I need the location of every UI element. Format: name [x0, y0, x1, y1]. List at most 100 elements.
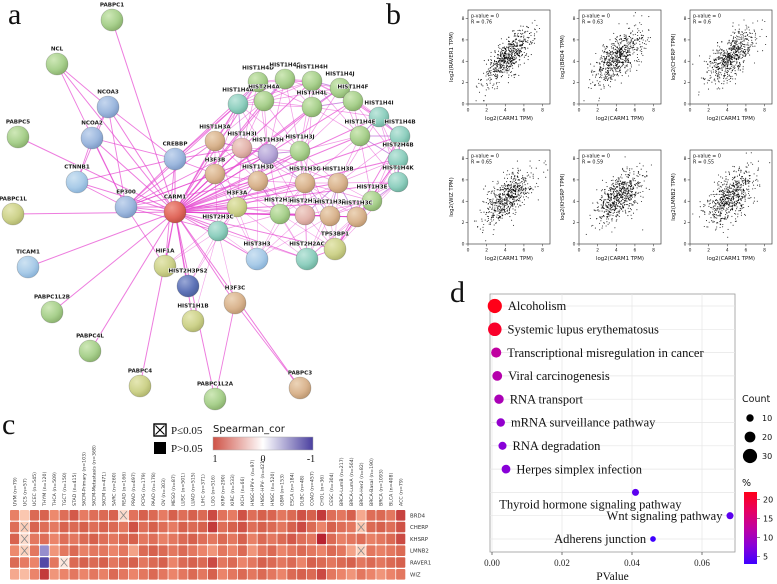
- network-node-PABPC3: [288, 376, 312, 400]
- svg-text:6: 6: [462, 38, 465, 44]
- network-node-HIST1H3B: [327, 172, 349, 194]
- node-label-H3F3C: H3F3C: [225, 286, 245, 292]
- heatmap-col-label: BRCA-Her2 (n=82): [359, 462, 365, 506]
- heatmap-col-label: PCPG (n=179): [141, 472, 147, 506]
- svg-text:2: 2: [462, 220, 465, 226]
- network-node-HIST1H3E: [361, 190, 383, 212]
- network-node-HIST1H4A: [227, 93, 249, 115]
- svg-text:p-value = 0: p-value = 0: [471, 14, 499, 20]
- heatmap-row-label: CHERP: [410, 525, 429, 531]
- pathway-label: RNA degradation: [513, 439, 602, 453]
- pathway-dot: [492, 371, 503, 381]
- svg-text:log2(CARM1 TPM): log2(CARM1 TPM): [707, 256, 755, 262]
- svg-text:log2(CARM1 TPM): log2(CARM1 TPM): [596, 256, 644, 262]
- scatter-BRD4: 0 2 4 6 8 0 2 4 6 8 p-value = 0R = 0.63 log2(CARM1 …: [560, 9, 662, 122]
- svg-text:4: 4: [504, 108, 507, 114]
- pathway-label: Transcriptional misregulation in cancer: [507, 346, 704, 360]
- heatmap-col-label: LUSC (n=501): [181, 473, 187, 506]
- node-label-CREBBP: CREBBP: [163, 142, 188, 148]
- svg-text:6: 6: [523, 248, 526, 254]
- scatter-RAVER1: 0 2 4 6 8 0 2 4 6 8 p-value = 0R = 0.76 log2(CARM1 …: [449, 9, 551, 122]
- svg-text:p-value = 0: p-value = 0: [693, 154, 721, 160]
- svg-text:log2(KHSRP TPM): log2(KHSRP TPM): [560, 174, 566, 221]
- heatmap-col-label: LIHC (n=371): [201, 474, 207, 506]
- network-node-HIST1H3F: [319, 205, 341, 227]
- network-node-HIST1H3J: [289, 140, 311, 162]
- network-node-TP53BP1: [323, 237, 347, 261]
- ppi-network-panel: PABPC1 NCL NCOA3 NCOA2 PABPC5 CTNNB1 CREBBP EP3…: [0, 0, 445, 412]
- svg-text:0: 0: [462, 102, 465, 108]
- svg-text:2: 2: [485, 248, 488, 254]
- svg-text:PValue: PValue: [596, 571, 629, 583]
- heatmap-col-label: LUAD (n=515): [191, 472, 197, 506]
- panel-c-label: c: [2, 408, 16, 441]
- node-label-HIST2H4B: HIST2H4B: [382, 143, 413, 149]
- network-node-PABPC1L2A: [203, 387, 227, 411]
- svg-text:R = 0.6: R = 0.6: [693, 20, 711, 26]
- network-node-HIST2H3C: [207, 220, 229, 242]
- svg-text:8: 8: [462, 156, 465, 162]
- node-label-HIST1H3G: HIST1H3G: [289, 167, 321, 173]
- svg-text:P>0.05: P>0.05: [171, 443, 203, 455]
- svg-text:log2(CARM1 TPM): log2(CARM1 TPM): [596, 116, 644, 122]
- network-node-HIST2H2AC: [295, 247, 319, 271]
- pathway-dot: [650, 536, 656, 542]
- svg-text:Spearman_cor: Spearman_cor: [213, 424, 286, 435]
- network-node-PABPC4: [128, 374, 152, 398]
- network-node-EP300: [114, 195, 138, 219]
- network-node-HIST1H4L: [301, 96, 323, 118]
- svg-text:2: 2: [462, 80, 465, 86]
- svg-text:2: 2: [684, 80, 687, 86]
- network-node-PABPC5: [6, 125, 30, 149]
- svg-text:p-value = 0: p-value = 0: [471, 154, 499, 160]
- node-label-PABPC3: PABPC3: [288, 371, 312, 377]
- svg-text:0: 0: [462, 242, 465, 248]
- heatmap-col-label: BRCA-LumA (n=564): [349, 457, 355, 506]
- node-label-HIST1H4J: HIST1H4J: [325, 72, 354, 78]
- svg-text:6: 6: [523, 108, 526, 114]
- network-node-HIST2H3A: [294, 204, 316, 226]
- svg-text:2: 2: [573, 80, 576, 86]
- pathway-label: Thyroid hormone signaling pathway: [499, 497, 682, 511]
- svg-text:8: 8: [652, 108, 655, 114]
- pathway-dot: [491, 347, 502, 358]
- node-label-HIST1H3J: HIST1H3J: [285, 135, 314, 141]
- node-label-TICAM1: TICAM1: [16, 250, 40, 256]
- svg-text:4: 4: [573, 59, 576, 65]
- heatmap-col-label: CESC (n=304): [329, 472, 335, 506]
- pathway-label: Wnt signaling pathway: [607, 509, 724, 523]
- svg-text:0: 0: [573, 242, 576, 248]
- heatmap-col-label: UCS (n=57): [22, 478, 28, 506]
- svg-text:-1: -1: [307, 454, 315, 465]
- node-label-HIST1H1B: HIST1H1B: [177, 304, 208, 310]
- network-node-HIST1H4J: [329, 77, 351, 99]
- heatmap-col-label: HNSC-HPV+ (n=97): [250, 459, 256, 506]
- network-node-HIST1H3G: [294, 172, 316, 194]
- svg-text:4: 4: [684, 199, 687, 205]
- network-node-HIST2H4B: [387, 148, 409, 170]
- node-label-HIST1H4A: HIST1H4A: [222, 88, 254, 94]
- svg-text:R = 0.65: R = 0.65: [471, 160, 492, 166]
- network-node-PABPC4L: [78, 339, 102, 363]
- heatmap-col-label: MESO (n=87): [171, 474, 177, 506]
- heatmap-row-label: LMNB2: [410, 549, 429, 555]
- pathway-dot: [496, 418, 505, 427]
- node-label-NCOA3: NCOA3: [97, 90, 119, 96]
- svg-text:6: 6: [745, 108, 748, 114]
- network-node-HIST2H3PS2: [176, 274, 200, 298]
- network-node-HIST1H3I: [231, 137, 253, 159]
- node-label-HIST1H3H: HIST1H3H: [252, 138, 284, 144]
- svg-text:6: 6: [745, 248, 748, 254]
- network-node-PABPC1L: [1, 202, 25, 226]
- svg-text:0: 0: [578, 108, 581, 114]
- heatmap-svg: UVM (n=79) UCS (n=57) UCEC (n=545) THYM (n=…: [10, 423, 431, 580]
- node-label-HIST1H4D: HIST1H4D: [242, 66, 274, 72]
- svg-text:%: %: [742, 478, 751, 489]
- svg-text:8: 8: [462, 16, 465, 22]
- svg-text:log2(CARM1 TPM): log2(CARM1 TPM): [485, 256, 533, 262]
- network-node-HIST1H4C: [274, 68, 296, 90]
- pathway-dot: [488, 322, 502, 337]
- network-nodes: [1, 8, 411, 411]
- svg-text:1: 1: [213, 454, 218, 465]
- svg-text:2: 2: [573, 220, 576, 226]
